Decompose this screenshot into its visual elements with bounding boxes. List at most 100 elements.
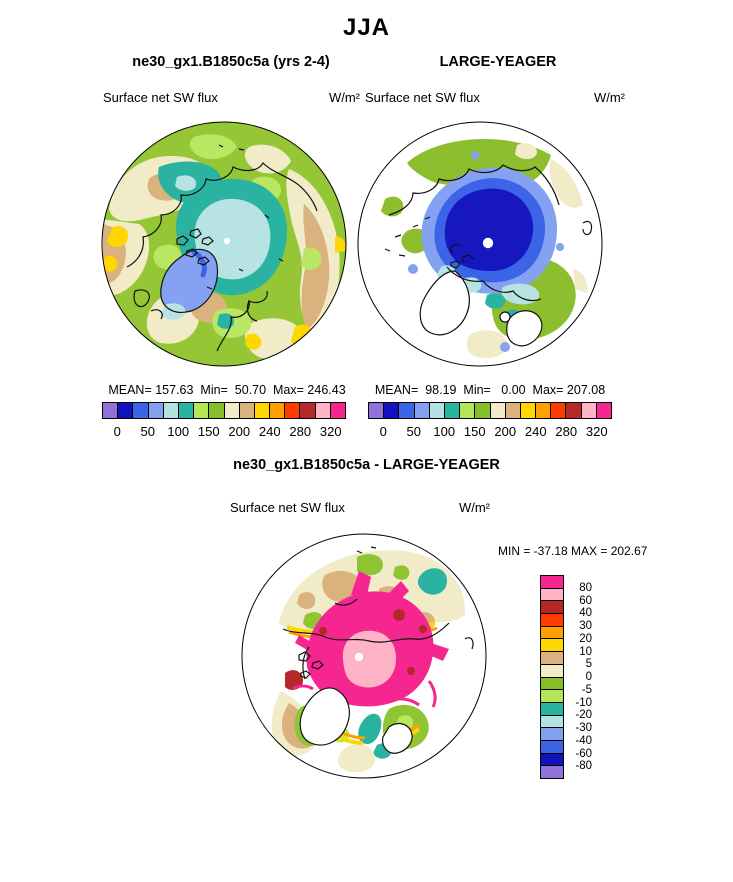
- colorbar-cell: [541, 690, 563, 703]
- colorbar-cell: [163, 403, 179, 418]
- model-map-svg: [101, 121, 347, 367]
- model-stats: MEAN= 157.63 Min= 50.70 Max= 246.43: [108, 383, 346, 397]
- colorbar-tick: 150: [463, 424, 486, 439]
- colorbar-cell: [541, 766, 563, 778]
- colorbar-label: 80: [579, 581, 592, 594]
- colorbar-cell: [505, 403, 521, 418]
- colorbar-tick: 100: [167, 424, 190, 439]
- diff-map: [239, 531, 489, 781]
- colorbar-cell: [429, 403, 445, 418]
- colorbar-cell: [541, 728, 563, 741]
- colorbar-cell: [384, 403, 400, 418]
- flux-colorbar-obs-ticks: 0 50 100 150 200 240 280 320: [368, 424, 612, 440]
- colorbar-cell: [520, 403, 537, 418]
- colorbar-cell: [414, 403, 430, 418]
- diff-colorbar-labels: 80 60 40 30 20 10 5 0 -5 -10 -20 -30 -40 -60 -80: [566, 575, 592, 779]
- model-units-label: W/m²: [328, 90, 360, 105]
- colorbar-cell: [330, 403, 345, 418]
- colorbar-cell: [541, 639, 563, 653]
- flux-colorbar-model: [102, 402, 346, 419]
- colorbar-cell: [541, 753, 563, 767]
- colorbar-cell: [399, 403, 415, 418]
- diff-title: ne30_gx1.B1850c5a - LARGE-YEAGER: [233, 457, 500, 473]
- colorbar-cell: [315, 403, 331, 418]
- model-panel-title: ne30_gx1.B1850c5a (yrs 2-4): [132, 54, 330, 70]
- colorbar-cell: [118, 403, 134, 418]
- colorbar-label: 5: [585, 658, 592, 671]
- colorbar-cell: [444, 403, 461, 418]
- colorbar-tick: 240: [524, 424, 547, 439]
- colorbar-tick: 320: [585, 424, 608, 439]
- colorbar-tick: 50: [406, 424, 421, 439]
- colorbar-tick: 200: [494, 424, 517, 439]
- colorbar-cell: [239, 403, 255, 418]
- colorbar-cell: [194, 403, 210, 418]
- colorbar-label: -20: [575, 709, 592, 722]
- colorbar-cell: [148, 403, 164, 418]
- colorbar-tick: 320: [319, 424, 342, 439]
- colorbar-label: -60: [575, 747, 592, 760]
- diff-colorbar: [540, 575, 564, 779]
- colorbar-cell: [541, 601, 563, 615]
- colorbar-cell: [541, 588, 563, 602]
- colorbar-cell: [551, 403, 567, 418]
- colorbar-cell: [581, 403, 597, 418]
- obs-pole-dot: [482, 237, 494, 249]
- colorbar-tick: 280: [289, 424, 312, 439]
- colorbar-label: -10: [575, 696, 592, 709]
- colorbar-cell: [541, 702, 563, 716]
- obs-stats: MEAN= 98.19 Min= 0.00 Max= 207.08: [374, 383, 606, 397]
- colorbar-label: 20: [579, 632, 592, 645]
- colorbar-label: -5: [581, 683, 592, 696]
- obs-map-svg: [357, 121, 603, 367]
- obs-map: [355, 119, 605, 369]
- colorbar-tick: 50: [140, 424, 155, 439]
- colorbar-cell: [536, 403, 552, 418]
- diff-minmax: MIN = -37.18 MAX = 202.67: [498, 544, 648, 558]
- colorbar-label: 30: [579, 620, 592, 632]
- colorbar-cell: [541, 652, 563, 665]
- diff-units-label: W/m²: [458, 500, 490, 515]
- colorbar-cell: [254, 403, 271, 418]
- colorbar-cell: [300, 403, 316, 418]
- colorbar-tick: 200: [228, 424, 251, 439]
- colorbar-tick: 280: [555, 424, 578, 439]
- diff-field-label: Surface net SW flux: [230, 500, 345, 515]
- obs-panel-title: LARGE-YEAGER: [439, 54, 557, 70]
- colorbar-cell: [178, 403, 195, 418]
- colorbar-label: -40: [575, 734, 592, 747]
- colorbar-cell: [369, 403, 385, 418]
- flux-colorbar-model-ticks: 0 50 100 150 200 240 280 320: [102, 424, 346, 440]
- colorbar-tick: 240: [258, 424, 281, 439]
- colorbar-cell: [209, 403, 225, 418]
- colorbar-cell: [541, 715, 563, 729]
- colorbar-cell: [541, 626, 563, 640]
- model-pole-dot: [223, 237, 231, 245]
- colorbar-cell: [541, 740, 563, 754]
- colorbar-tick: 100: [433, 424, 456, 439]
- colorbar-tick: 0: [113, 424, 121, 439]
- page-title: JJA: [342, 14, 391, 41]
- colorbar-cell: [285, 403, 301, 418]
- colorbar-label: -30: [575, 722, 592, 734]
- colorbar-cell: [133, 403, 149, 418]
- colorbar-tick: 150: [197, 424, 220, 439]
- colorbar-cell: [475, 403, 491, 418]
- colorbar-label: 40: [579, 607, 592, 620]
- colorbar-label: 10: [579, 645, 592, 658]
- diff-pole-dot: [354, 652, 364, 662]
- model-map: [99, 119, 349, 369]
- colorbar-cell: [103, 403, 119, 418]
- colorbar-cell: [541, 677, 563, 691]
- diff-map-svg: [241, 533, 487, 779]
- colorbar-tick: 0: [379, 424, 387, 439]
- flux-colorbar-obs: [368, 402, 612, 419]
- colorbar-cell: [566, 403, 582, 418]
- obs-units-label: W/m²: [593, 90, 625, 105]
- colorbar-label: -80: [575, 760, 592, 773]
- colorbar-label: 0: [585, 671, 592, 683]
- colorbar-cell: [541, 614, 563, 627]
- model-field-label: Surface net SW flux: [103, 90, 218, 105]
- colorbar-label: 60: [579, 594, 592, 607]
